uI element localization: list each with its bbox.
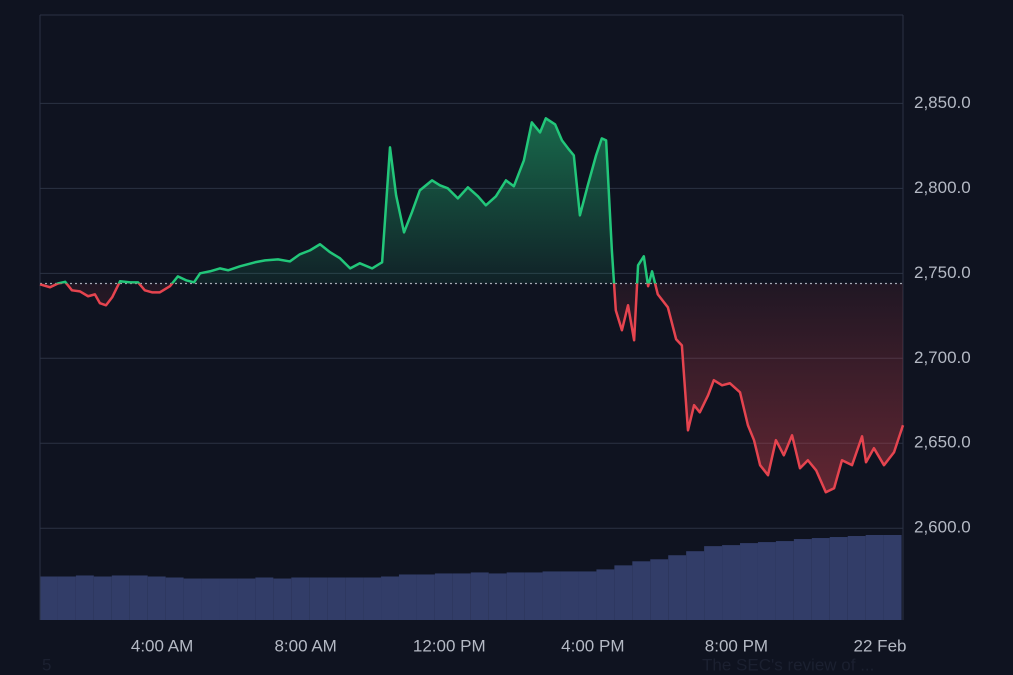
volume-bar: [775, 541, 794, 620]
volume-bar: [183, 578, 202, 620]
volume-bar: [542, 571, 561, 620]
volume-bar: [381, 576, 399, 620]
y-tick-label: 2,850.0: [914, 93, 971, 112]
price-line-up: [40, 117, 657, 284]
volume-bar: [686, 551, 705, 620]
volume-bar: [129, 575, 148, 620]
volume-bar: [829, 537, 848, 620]
volume-bar: [793, 539, 812, 620]
volume-bar: [470, 572, 489, 620]
volume-bar: [291, 577, 310, 620]
volume-bar: [255, 577, 274, 620]
volume-bar: [434, 573, 453, 620]
y-tick-label: 2,750.0: [914, 263, 971, 282]
volume-bar: [57, 576, 76, 620]
volume-bar: [668, 555, 687, 620]
area-layer: [40, 118, 903, 493]
x-tick-label: 22 Feb: [854, 636, 907, 655]
volume-bar: [75, 575, 94, 620]
area-down: [40, 283, 903, 493]
volume-bar: [596, 569, 615, 620]
volume-bar: [398, 574, 417, 620]
y-tick-label: 2,650.0: [914, 433, 971, 452]
volume-bar: [237, 578, 256, 620]
volume-bar: [201, 578, 220, 620]
volume-bar: [883, 535, 902, 620]
volume-bar: [722, 545, 741, 620]
x-tick-label: 8:00 AM: [274, 636, 336, 655]
volume-bar: [345, 577, 364, 620]
volume-bar: [327, 577, 346, 620]
price-line-down: [39, 283, 905, 494]
grid-layer: [39, 14, 904, 620]
volume-bar: [363, 577, 382, 620]
volume-bar: [740, 543, 758, 620]
volume-bar: [847, 536, 866, 620]
volume-bar: [578, 571, 597, 620]
volume-bar: [416, 574, 435, 620]
volume-bar: [309, 577, 328, 620]
x-tick-label: 12:00 PM: [413, 636, 486, 655]
volume-bar: [93, 576, 112, 620]
x-tick-label: 4:00 PM: [561, 636, 624, 655]
volume-bar: [147, 576, 166, 620]
annotation: The SEC's review of ...: [702, 655, 874, 674]
volume-bar: [165, 577, 184, 620]
volume-bar: [273, 578, 292, 620]
volume-bar: [614, 565, 633, 620]
volume-bar: [811, 538, 830, 620]
volume-bar: [757, 542, 776, 620]
volume-layer: [40, 535, 902, 620]
label-layer: 2,600.0 2,650.0 2,700.0 2,750.0 2,800.0 2,850…: [42, 93, 971, 675]
y-tick-label: 2,700.0: [914, 348, 971, 367]
volume-bar: [650, 559, 669, 620]
volume-bar: [632, 561, 651, 620]
x-tick-label: 4:00 AM: [131, 636, 193, 655]
volume-bar: [219, 578, 238, 620]
volume-bar: [111, 575, 130, 620]
volume-bar: [452, 573, 471, 620]
line-layer: [39, 117, 905, 494]
volume-bar: [488, 573, 507, 620]
y-tick-label: 2,800.0: [914, 178, 971, 197]
volume-bar: [704, 546, 723, 620]
volume-bar: [40, 576, 58, 620]
volume-bar: [524, 572, 543, 620]
volume-bar: [865, 535, 884, 620]
x-tick-label: 8:00 PM: [705, 636, 768, 655]
volume-bar: [506, 572, 525, 620]
annotation: 5: [42, 655, 51, 674]
area-up: [40, 118, 903, 284]
y-tick-label: 2,600.0: [914, 518, 971, 537]
volume-bar: [560, 571, 579, 620]
